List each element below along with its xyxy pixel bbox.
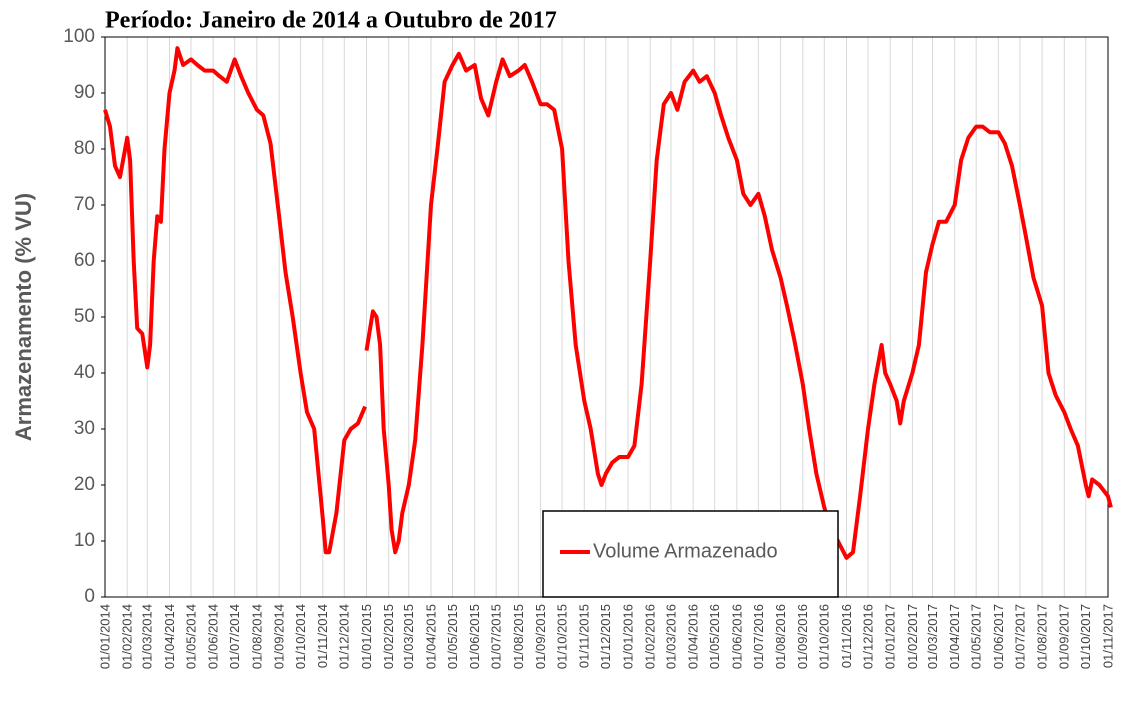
x-tick-label: 01/07/2014 xyxy=(227,604,242,669)
x-tick-label: 01/04/2016 xyxy=(686,604,701,669)
x-tick-label: 01/08/2014 xyxy=(249,604,264,669)
x-tick-label: 01/11/2014 xyxy=(315,604,330,668)
x-tick-label: 01/06/2014 xyxy=(206,604,221,669)
x-tick-label: 01/07/2017 xyxy=(1012,604,1027,669)
x-tick-label: 01/02/2014 xyxy=(120,604,135,669)
x-tick-label: 01/05/2014 xyxy=(183,604,198,669)
y-tick-label: 50 xyxy=(74,306,95,327)
x-tick-label: 01/05/2016 xyxy=(707,604,722,669)
x-tick-label: 01/08/2015 xyxy=(511,604,526,669)
x-tick-label: 01/03/2016 xyxy=(663,604,678,669)
y-axis-label: Armazenamento (% VU) xyxy=(11,193,36,441)
y-tick-label: 0 xyxy=(84,586,95,607)
x-tick-label: 01/11/2015 xyxy=(577,604,592,668)
y-tick-label: 60 xyxy=(74,250,95,271)
x-tick-label: 01/02/2016 xyxy=(643,604,658,669)
x-tick-label: 01/07/2016 xyxy=(751,604,766,669)
x-tick-label: 01/05/2017 xyxy=(969,604,984,669)
y-tick-label: 70 xyxy=(74,194,95,215)
legend: Volume Armazenado xyxy=(542,510,839,598)
x-tick-label: 01/09/2017 xyxy=(1057,604,1072,669)
x-tick-label: 01/07/2015 xyxy=(489,604,504,669)
x-tick-label: 01/01/2014 xyxy=(97,604,112,669)
series-line xyxy=(103,46,1113,560)
x-tick-label: 01/10/2015 xyxy=(555,604,570,669)
x-tick-label: 01/12/2016 xyxy=(860,604,875,669)
x-tick-label: 01/04/2014 xyxy=(162,604,177,669)
legend-box xyxy=(542,510,839,598)
y-tick-label: 20 xyxy=(74,474,95,495)
x-tick-label: 01/01/2017 xyxy=(883,604,898,669)
x-tick-label: 01/01/2016 xyxy=(620,604,635,669)
x-tick-label: 01/12/2015 xyxy=(598,604,613,669)
y-tick-label: 100 xyxy=(63,26,95,47)
x-tick-label: 01/06/2017 xyxy=(991,604,1006,669)
x-tick-label: 01/10/2017 xyxy=(1078,604,1093,669)
y-tick-label: 40 xyxy=(74,362,95,383)
x-tick-label: 01/10/2016 xyxy=(817,604,832,669)
y-tick-label: 80 xyxy=(74,138,95,159)
x-tick-label: 01/08/2016 xyxy=(773,604,788,669)
legend-label: Volume Armazenado xyxy=(593,540,778,562)
x-tick-label: 01/08/2017 xyxy=(1035,604,1050,669)
x-tick-label: 01/01/2015 xyxy=(359,604,374,669)
x-tick-label: 01/02/2015 xyxy=(381,604,396,669)
x-tick-label: 01/12/2014 xyxy=(337,604,352,669)
x-tick-label: 01/02/2017 xyxy=(905,604,920,669)
x-tick-label: 01/06/2015 xyxy=(467,604,482,669)
x-tick-label: 01/04/2015 xyxy=(423,604,438,669)
x-tick-label: 01/09/2014 xyxy=(272,604,287,669)
y-tick-label: 10 xyxy=(74,530,95,551)
x-tick-label: 01/04/2017 xyxy=(947,604,962,669)
x-tick-label: 01/06/2016 xyxy=(729,604,744,669)
y-tick-label: 90 xyxy=(74,82,95,103)
x-tick-label: 01/10/2014 xyxy=(293,604,308,669)
chart-title: Período: Janeiro de 2014 a Outubro de 20… xyxy=(105,8,557,34)
x-tick-label: 01/03/2015 xyxy=(401,604,416,669)
x-tick-label: 01/03/2017 xyxy=(925,604,940,669)
x-tick-label: 01/05/2015 xyxy=(445,604,460,669)
y-tick-label: 30 xyxy=(74,418,95,439)
x-tick-label: 01/11/2017 xyxy=(1100,604,1115,668)
x-tick-label: 01/09/2016 xyxy=(795,604,810,669)
x-tick-label: 01/03/2014 xyxy=(140,604,155,669)
x-tick-label: 01/09/2015 xyxy=(533,604,548,669)
x-tick-label: 01/11/2016 xyxy=(839,604,854,668)
